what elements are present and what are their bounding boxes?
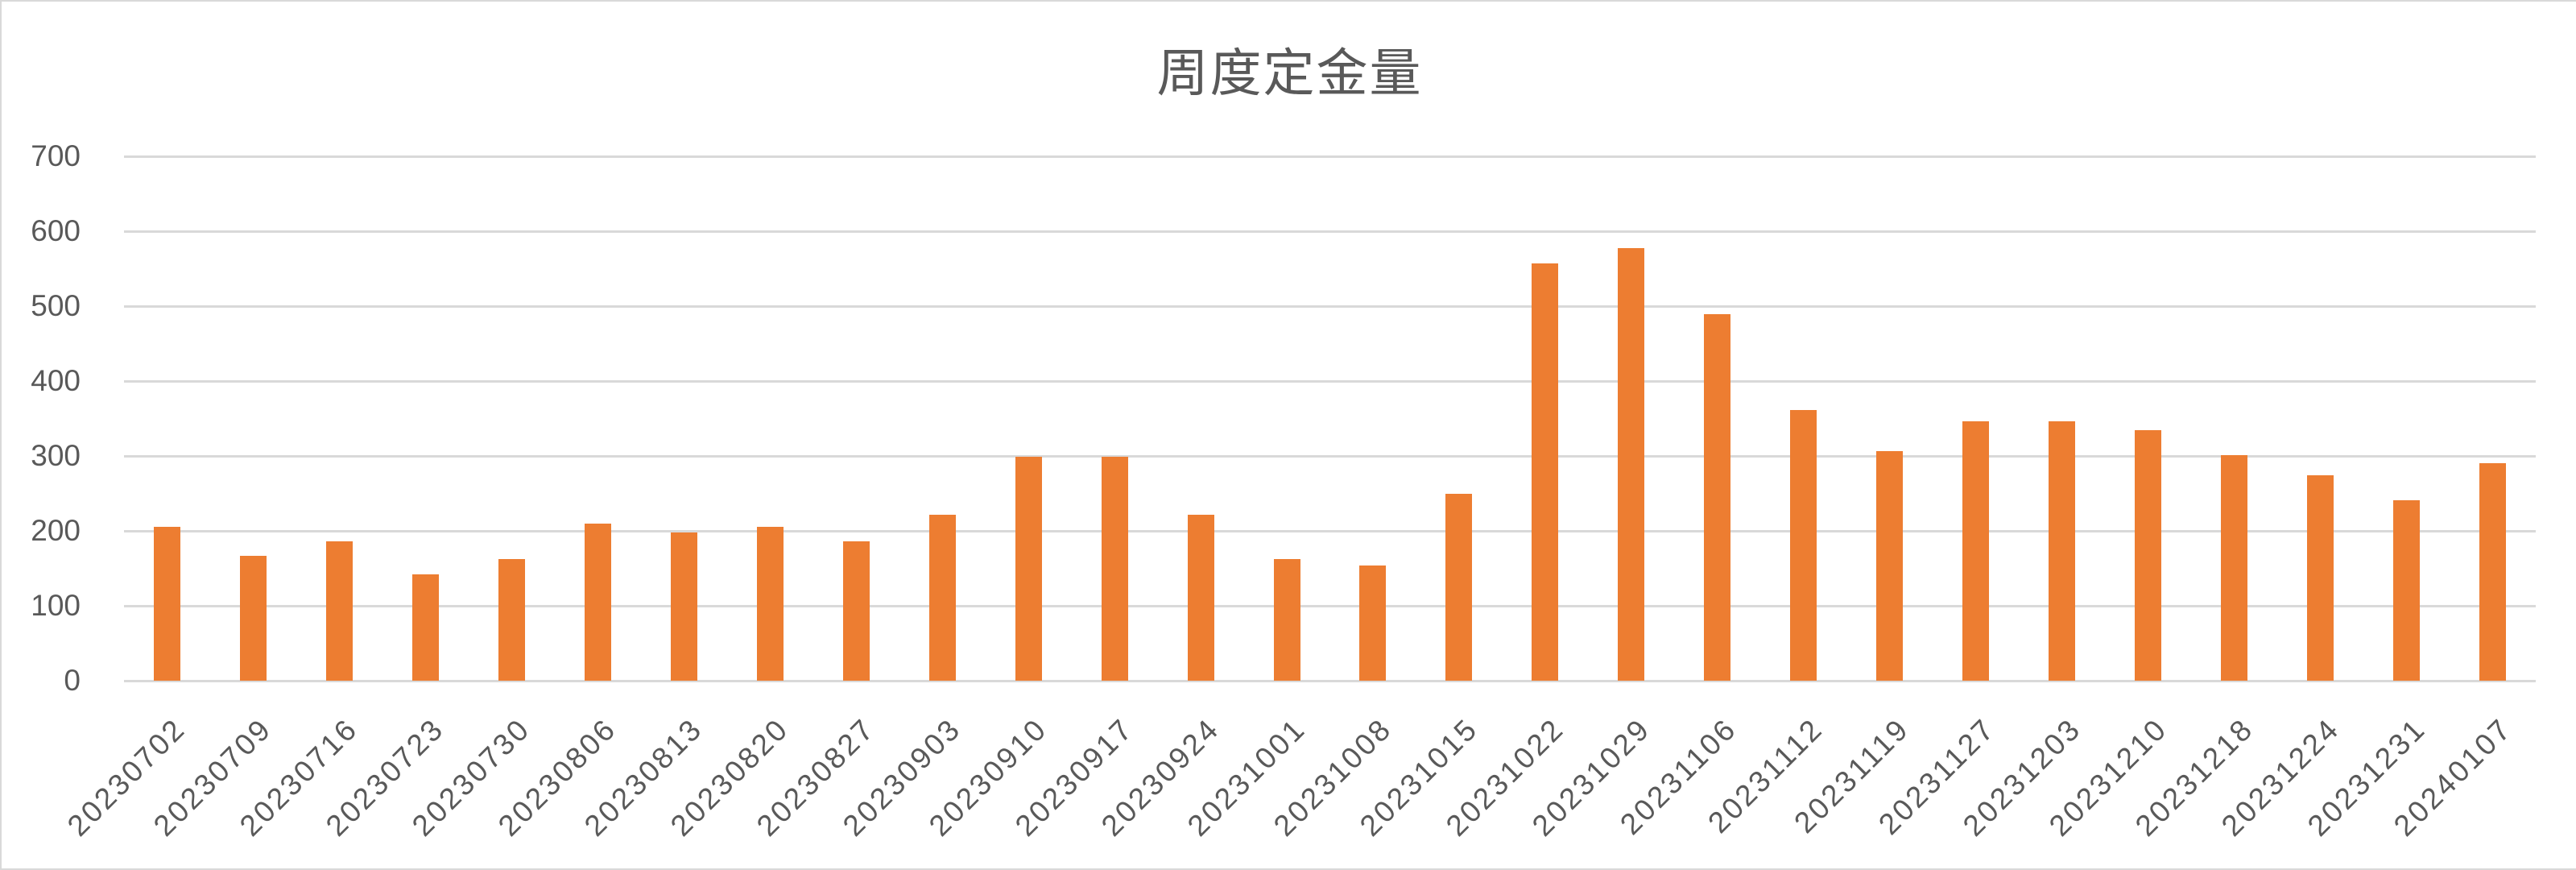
bar-20231029[interactable] [1618, 248, 1645, 681]
bar-20231106[interactable] [1704, 314, 1731, 681]
chart-title: 周度定金量 [1156, 44, 1423, 104]
gridline-600 [124, 230, 2536, 233]
y-axis-tick-label: 0 [64, 664, 81, 697]
bar-20231008[interactable] [1359, 565, 1387, 681]
bar-20231203[interactable] [2049, 421, 2076, 681]
bar-20231022[interactable] [1532, 263, 1559, 681]
bar-20230917[interactable] [1101, 456, 1128, 681]
y-axis-tick-label: 400 [31, 364, 81, 397]
y-axis-tick-label: 300 [31, 439, 81, 472]
y-axis-tick-label: 100 [31, 589, 81, 622]
gridline-400 [124, 380, 2536, 383]
gridline-300 [124, 455, 2536, 458]
gridline-0 [124, 680, 2536, 682]
bar-20230903[interactable] [928, 515, 956, 681]
bar-20231119[interactable] [1876, 451, 1904, 681]
gridline-100 [124, 605, 2536, 607]
bar-20230709[interactable] [239, 555, 267, 681]
bar-20230730[interactable] [498, 559, 525, 681]
y-axis-tick-label: 600 [31, 214, 81, 247]
bar-20230820[interactable] [756, 527, 784, 681]
bar-20231015[interactable] [1445, 493, 1473, 681]
bar-20231218[interactable] [2221, 455, 2248, 681]
bar-20230723[interactable] [411, 574, 439, 681]
gridline-500 [124, 305, 2536, 308]
bar-20230924[interactable] [1187, 515, 1214, 681]
bar-20231127[interactable] [1962, 421, 1990, 681]
bar-20230827[interactable] [842, 541, 870, 681]
bar-20230806[interactable] [584, 523, 611, 681]
bar-20231231[interactable] [2393, 499, 2421, 681]
y-axis-tick-label: 700 [31, 139, 81, 172]
bar-20231001[interactable] [1273, 559, 1300, 681]
bar-20230813[interactable] [670, 532, 697, 681]
bar-20230716[interactable] [325, 541, 353, 681]
plot-area: 0 100 200 300 400 500 600 700 20230702 20230709 20… [31, 141, 2536, 843]
gridline-200 [124, 530, 2536, 532]
bar-20231112[interactable] [1790, 410, 1817, 681]
y-axis-tick-label: 200 [31, 514, 81, 547]
bar-20231224[interactable] [2307, 475, 2334, 681]
bar-20240107[interactable] [2479, 463, 2507, 681]
bar-20230910[interactable] [1015, 456, 1042, 681]
gridline-700 [124, 155, 2536, 158]
bar-20231210[interactable] [2135, 430, 2162, 681]
bar-20230702[interactable] [153, 527, 180, 681]
y-axis-tick-label: 500 [31, 289, 81, 322]
